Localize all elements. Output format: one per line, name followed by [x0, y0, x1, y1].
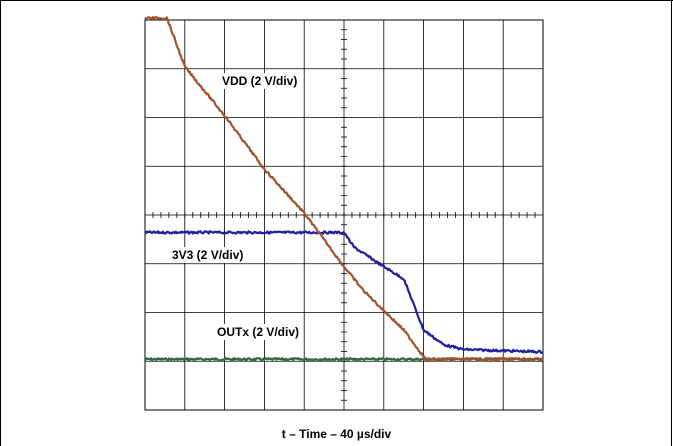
- trace-vdd: [144, 15, 544, 362]
- traces: [144, 15, 544, 362]
- series-label-vdd: VDD (2 V/div): [222, 74, 297, 88]
- trace-3v3: [144, 230, 544, 354]
- trace-outx: [144, 357, 544, 362]
- series-label-outx: OUTx (2 V/div): [217, 325, 299, 339]
- label-backdrop: [220, 73, 300, 89]
- series-label-3v3: 3V3 (2 V/div): [172, 248, 243, 262]
- top-rule: [0, 0, 673, 1]
- series-labels: VDD (2 V/div) 3V3 (2 V/div) OUTx (2 V/div): [170, 73, 302, 340]
- x-axis-label: t – Time – 40 µs/div: [281, 427, 392, 441]
- label-backdrop: [215, 324, 302, 340]
- label-backdrop: [170, 247, 246, 263]
